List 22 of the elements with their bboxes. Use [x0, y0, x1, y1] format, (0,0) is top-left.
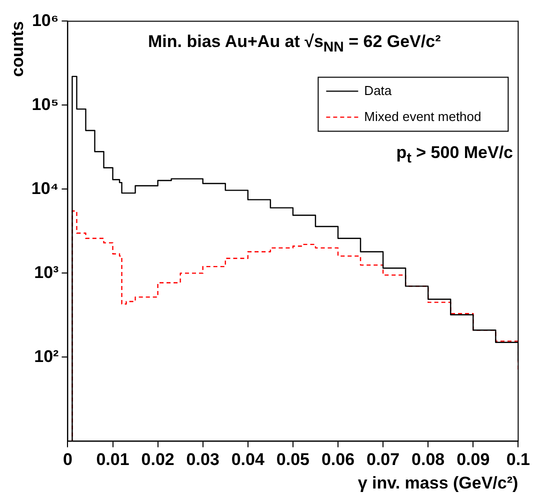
y-tick-label: 10² — [34, 346, 60, 366]
text: Min. bias Au+Au at √s$_{NN}$ = 62 GeV/c² — [148, 32, 441, 56]
x-tick-label: 0.1 — [506, 450, 530, 470]
y-tick-label: 10⁶ — [32, 10, 59, 30]
legend-label: Mixed event method — [364, 108, 482, 124]
y-tick-label: 10³ — [34, 262, 60, 282]
x-tick-label: 0.08 — [412, 450, 445, 470]
x-tick-label: 0.09 — [456, 450, 490, 470]
annotation: p$_{t}$ > 500 MeV/c — [396, 143, 513, 166]
x-tick-label: 0.07 — [366, 450, 400, 470]
x-tick-label: 0.05 — [276, 450, 310, 470]
x-tick-label: 0.03 — [186, 450, 220, 470]
x-tick-label: 0.01 — [96, 450, 130, 470]
x-tick-label: 0 — [62, 450, 72, 470]
y-tick-label: 10⁴ — [31, 178, 59, 198]
x-tick-label: 0.06 — [321, 450, 355, 470]
y-tick-label: 10⁵ — [32, 94, 59, 114]
y-axis-title: counts — [8, 21, 27, 77]
legend-label: Data — [364, 82, 392, 98]
x-tick-label: 0.04 — [231, 450, 265, 470]
x-axis-title: γ inv. mass (GeV/c²) — [358, 473, 518, 492]
x-tick-label: 0.02 — [141, 450, 174, 470]
